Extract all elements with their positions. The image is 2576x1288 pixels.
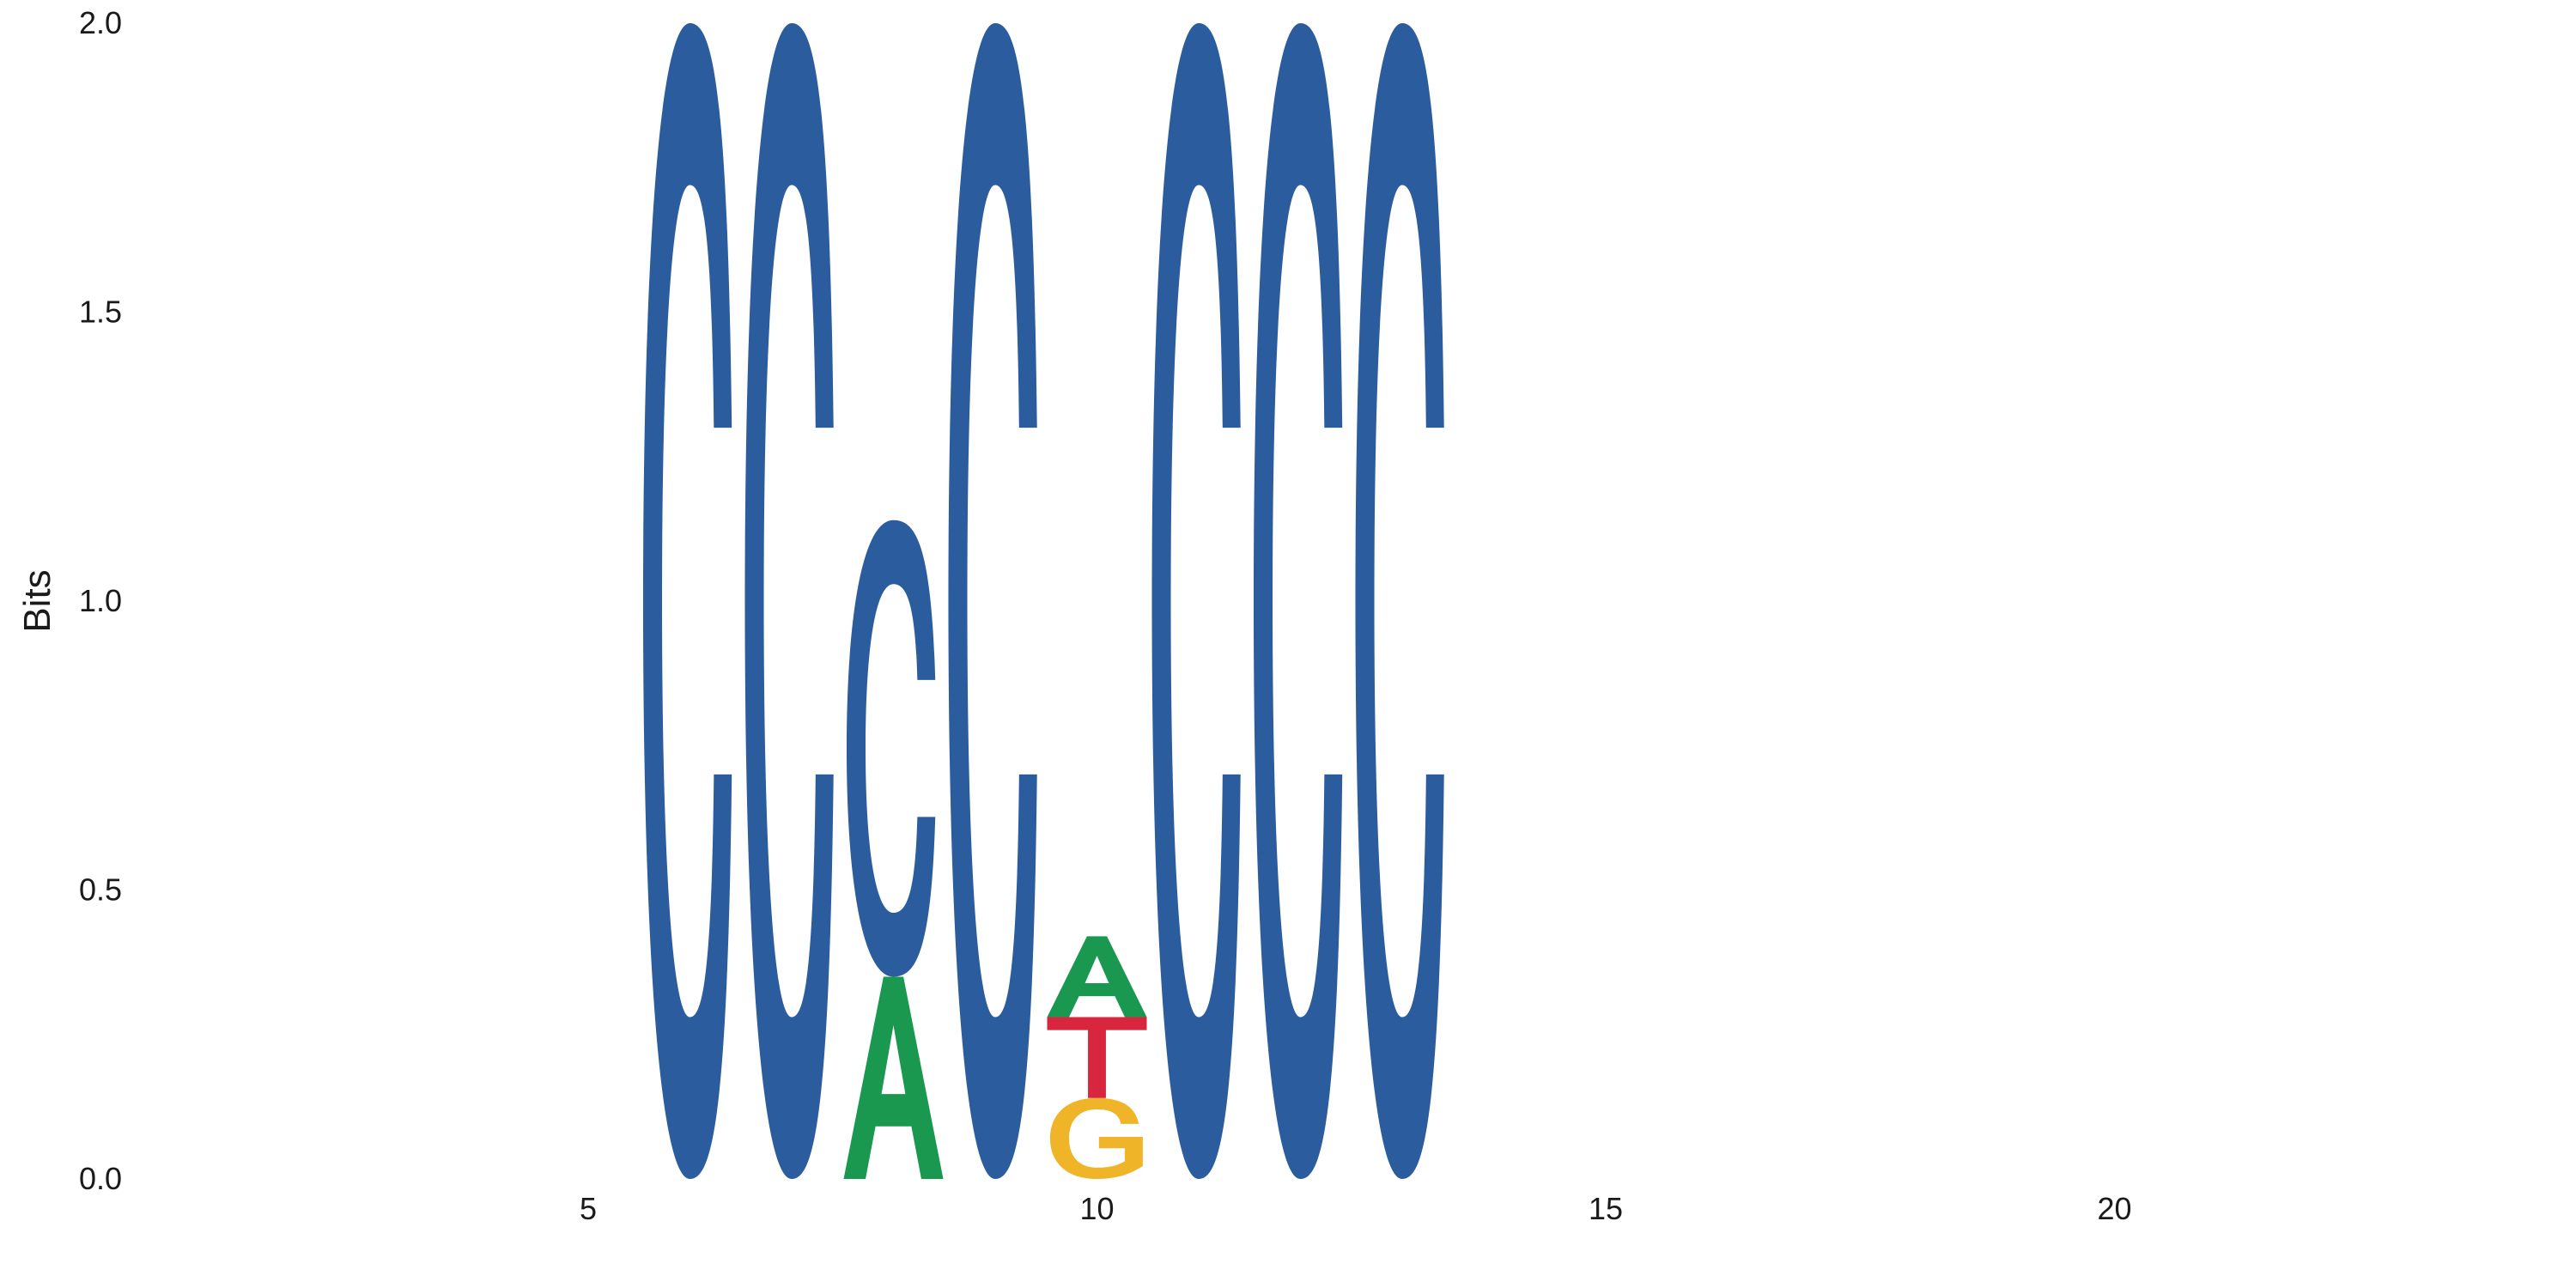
x-tick-label: 15 <box>1589 1191 1623 1226</box>
logo-letter-c-pos-12 <box>1253 23 1343 1179</box>
logo-letter-c-pos-13 <box>1355 23 1444 1179</box>
y-tick-label: 1.5 <box>79 295 122 330</box>
logo-letter-c-pos-11 <box>1151 23 1241 1179</box>
y-axis-title: Bits <box>16 569 58 632</box>
logo-letter-t-pos-10 <box>1047 1017 1147 1098</box>
logo-letter-c-pos-9 <box>948 23 1037 1179</box>
y-tick-label: 0.0 <box>79 1161 122 1196</box>
logo-letter-g-pos-10 <box>1049 1097 1143 1179</box>
y-tick-label: 1.0 <box>79 583 122 618</box>
y-tick-label: 0.5 <box>79 872 122 908</box>
logo-letter-c-pos-7 <box>744 23 834 1179</box>
x-tick-label: 5 <box>580 1191 597 1226</box>
logo-letter-c-pos-6 <box>642 23 732 1179</box>
logo-letters <box>642 23 1444 1179</box>
x-tick-label: 20 <box>2097 1191 2131 1226</box>
logo-letter-a-pos-10 <box>1047 936 1147 1018</box>
y-axis-ticks: 0.0 0.5 1.0 1.5 2.0 <box>79 5 122 1196</box>
x-axis-ticks: 5 10 15 20 <box>580 1191 2132 1226</box>
logo-letter-a-pos-8 <box>843 976 944 1179</box>
y-tick-label: 2.0 <box>79 5 122 40</box>
x-tick-label: 10 <box>1079 1191 1114 1226</box>
logo-letter-c-pos-8 <box>846 519 936 977</box>
